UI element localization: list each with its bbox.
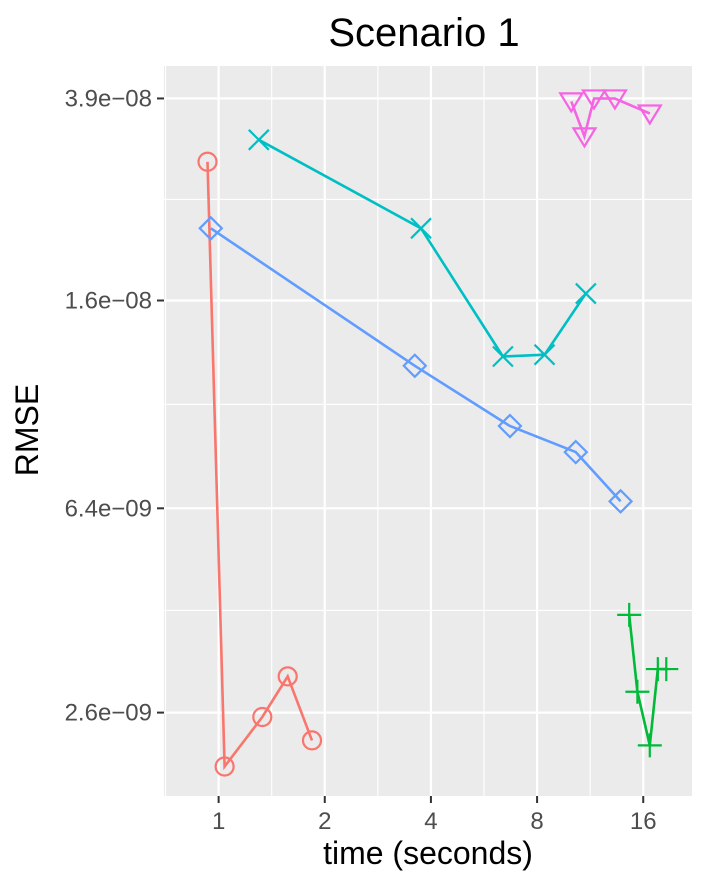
series-line [210, 227, 622, 503]
x-tick-label: 2 [318, 808, 331, 835]
data-point-circle [301, 730, 323, 751]
x-axis-title: time (seconds) [323, 835, 533, 871]
data-point-circle [197, 151, 218, 172]
data-point-triangle [571, 127, 598, 149]
data-point-plus [654, 657, 679, 682]
series-4 [198, 215, 634, 514]
grid-layer [164, 66, 692, 796]
data-point-plus [625, 679, 650, 704]
data-point-triangle [636, 104, 663, 126]
data-point-cross [533, 343, 556, 366]
y-tick-label: 2.6e−09 [65, 700, 152, 727]
y-tick-label: 6.4e−09 [65, 495, 152, 522]
x-tick-label: 1 [212, 808, 225, 835]
series-line [570, 97, 651, 141]
data-point-diamond [608, 488, 634, 514]
data-point-plus [637, 733, 662, 758]
data-point-triangle [581, 89, 607, 111]
data-point-cross [492, 345, 514, 368]
chart-title: Scenario 1 [328, 11, 519, 55]
data-point-circle [214, 756, 235, 777]
data-point-cross [248, 129, 270, 151]
y-tick-label: 3.9e−08 [65, 85, 152, 112]
series-5 [558, 89, 663, 149]
y-axis-title: RMSE [9, 384, 45, 476]
data-point-triangle [601, 89, 628, 111]
data-point-cross [575, 282, 597, 305]
y-tick-label: 1.6e−08 [65, 288, 152, 315]
data-point-diamond [497, 413, 523, 439]
series-line [206, 161, 314, 771]
data-point-cross [410, 217, 432, 240]
data-point-diamond [402, 353, 428, 379]
x-tick-label: 16 [630, 808, 657, 835]
series-2 [617, 602, 679, 758]
data-point-plus [617, 602, 642, 627]
plot-panel [164, 66, 692, 796]
series-1 [197, 151, 323, 777]
data-point-diamond [198, 215, 224, 241]
data-point-diamond [563, 439, 589, 465]
x-tick-label: 4 [424, 808, 437, 835]
data-point-circle [252, 706, 273, 728]
series-3 [248, 129, 597, 368]
data-point-triangle [558, 92, 585, 114]
axis-layer: 1 2 4 8 16 2.6e−09 6.4e−09 1.6e−08 3.9e−08 [65, 85, 657, 835]
data-point-circle [277, 666, 298, 687]
series-layer [197, 89, 679, 777]
x-tick-label: 8 [530, 808, 543, 835]
